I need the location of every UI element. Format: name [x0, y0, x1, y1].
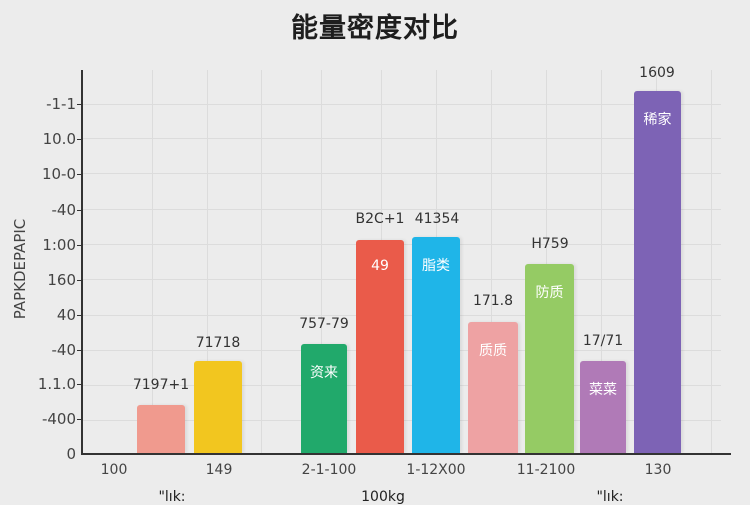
y-tick-mark	[77, 104, 82, 105]
bar-value-label: B2C+1	[355, 211, 405, 227]
x-sublabel: "lık:	[596, 489, 624, 505]
gridline	[81, 104, 721, 105]
y-tick-label: 10.0	[42, 130, 76, 148]
gridline	[152, 70, 153, 454]
y-axis-label: PAPKDEPAPIC	[11, 218, 29, 320]
bar-7: 菜菜	[580, 361, 626, 453]
bar-inner-label: 49	[371, 258, 389, 274]
y-tick-label: 0	[66, 445, 76, 463]
y-tick-label: -40	[51, 341, 77, 359]
y-tick-label: 160	[47, 271, 76, 289]
bar-inner-label: 菜菜	[589, 382, 617, 398]
bar-inner-label: 质质	[479, 343, 507, 359]
y-tick-mark	[77, 315, 82, 316]
bar-inner-label: 防质	[535, 285, 564, 301]
x-sublabel: 100kg	[361, 489, 405, 505]
bar-5: 质质	[468, 322, 518, 453]
y-tick-label: -1-1	[46, 95, 76, 113]
y-tick-mark	[77, 350, 82, 351]
x-tick-label: 2-1-100	[301, 462, 357, 478]
bar-value-label: 41354	[414, 211, 460, 227]
x-tick-label: 11-2100	[516, 462, 576, 478]
y-tick-label: -400	[41, 410, 76, 428]
gridline	[546, 70, 547, 454]
bar-value-label: 1609	[639, 65, 675, 81]
gridline	[711, 70, 712, 454]
y-axis	[81, 70, 83, 455]
bar-3: 49	[356, 240, 404, 453]
x-tick-label: 1-12X00	[406, 462, 466, 478]
bar-0	[137, 405, 185, 453]
gridline	[261, 70, 262, 454]
x-tick-label: 100	[100, 462, 128, 478]
gridline	[321, 70, 322, 454]
gridline	[81, 209, 721, 210]
gridline	[491, 70, 492, 454]
bar-value-label: 71718	[195, 335, 241, 351]
bar-6: 防质	[525, 264, 574, 453]
y-tick-mark	[77, 139, 82, 140]
bar-value-label: 171.8	[472, 293, 514, 309]
y-tick-mark	[77, 419, 82, 420]
bar-value-label: 17/71	[582, 333, 624, 349]
y-tick-label: 40	[56, 306, 76, 324]
y-tick-label: 1:00	[42, 236, 76, 254]
gridline	[81, 173, 721, 174]
bar-4: 脂类	[412, 237, 460, 453]
bar-8: 稀家	[634, 91, 681, 453]
bar-1	[194, 361, 242, 453]
x-tick-label: 130	[644, 462, 672, 478]
y-tick-mark	[77, 245, 82, 246]
y-tick-mark	[77, 280, 82, 281]
gridline	[81, 138, 721, 139]
y-tick-label: 10-0	[41, 165, 76, 183]
bar-inner-label: 稀家	[643, 112, 672, 128]
bar-2: 资来	[301, 344, 347, 453]
gridline	[601, 70, 602, 454]
gridline	[207, 70, 208, 454]
x-sublabel: "lık:	[158, 489, 186, 505]
y-tick-label: -40	[51, 201, 77, 219]
x-axis	[81, 453, 731, 455]
chart-title: 能量密度对比	[291, 13, 459, 44]
bar-value-label: 757-79	[299, 316, 349, 332]
bar-value-label: H759	[531, 236, 569, 252]
bar-inner-label: 资来	[310, 365, 338, 381]
bar-value-label: 7197+1	[132, 377, 190, 393]
y-tick-mark	[77, 174, 82, 175]
y-tick-label: 1.1.0	[37, 375, 76, 393]
bar-inner-label: 脂类	[422, 258, 450, 274]
x-tick-label: 149	[205, 462, 233, 478]
y-tick-mark	[77, 384, 82, 385]
y-tick-mark	[77, 210, 82, 211]
